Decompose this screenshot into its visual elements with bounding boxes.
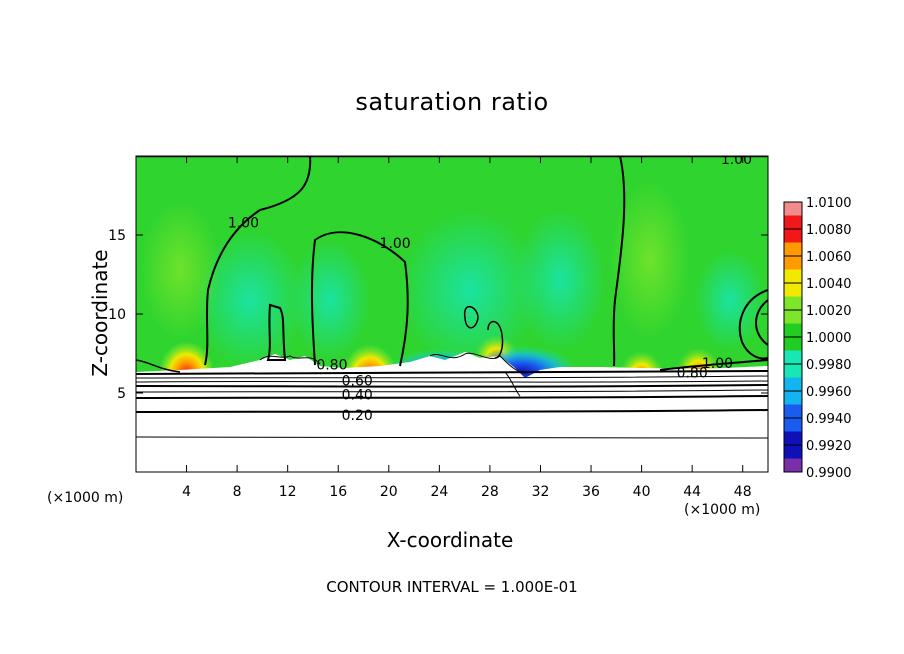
colorbar-label-0.9960: 0.9960 xyxy=(806,385,852,400)
colorbar-band xyxy=(784,202,802,216)
colorbar-label-0.9940: 0.9940 xyxy=(806,412,852,427)
supersat-region xyxy=(610,180,690,340)
moist-region xyxy=(695,250,765,350)
colorbar: 0.9900 0.9920 0.9940 0.9960 0.9980 1.0000 1.00… xyxy=(783,196,852,481)
contour-lines xyxy=(136,156,768,439)
colorbar-band xyxy=(784,242,802,256)
contour-label-2: 1.00 xyxy=(228,215,259,231)
colorbar-band xyxy=(784,310,802,324)
colorbar-band xyxy=(784,283,802,297)
contour-label-9: 0.20 xyxy=(342,408,373,424)
contour-label-6: 0.80 xyxy=(677,365,708,381)
contour-label-8: 0.40 xyxy=(342,388,373,404)
colorbar-band xyxy=(784,323,802,337)
colorbar-label-0.9980: 0.9980 xyxy=(806,358,852,373)
colorbar-band xyxy=(784,445,802,459)
colorbar-band xyxy=(784,350,802,364)
colorbar-band xyxy=(784,431,802,445)
supersat-region xyxy=(140,200,220,340)
x-unit-note-left: (×1000 m) xyxy=(47,490,124,506)
moist-region xyxy=(290,240,370,360)
colorbar-band xyxy=(784,364,802,378)
colorbar-band xyxy=(784,296,802,310)
colorbar-band xyxy=(784,337,802,351)
contour-interval-note: CONTOUR INTERVAL = 1.000E-01 xyxy=(326,578,578,596)
x-tick-label-4: 4 xyxy=(182,484,191,500)
x-axis: 4 8 12 16 20 24 28 32 36 40 44 48 xyxy=(182,156,752,500)
colorbar-band xyxy=(784,391,802,405)
y-tick-label-10: 10 xyxy=(108,307,126,323)
contour-label-1: 1.00 xyxy=(721,152,752,168)
x-tick-label-16: 16 xyxy=(329,484,347,500)
colorbar-label-1.0040: 1.0040 xyxy=(806,277,852,292)
colorbar-band xyxy=(784,418,802,432)
y-axis: 5 10 15 xyxy=(108,228,768,402)
colorbar-label-0.9920: 0.9920 xyxy=(806,439,852,454)
contour-label-5: 1.00 xyxy=(702,356,733,372)
x-tick-label-8: 8 xyxy=(233,484,242,500)
colorbar-band xyxy=(784,404,802,418)
x-unit-note-right: (×1000 m) xyxy=(684,502,761,518)
moist-region xyxy=(515,210,605,350)
contour-label-4: 0.80 xyxy=(316,358,347,374)
moist-region xyxy=(195,230,305,370)
heatmap-field: 1.001.001.000.80 1.000.800.600.400.20 xyxy=(136,152,768,472)
colorbar-band xyxy=(784,229,802,243)
colorbar-label-1.0000: 1.0000 xyxy=(806,331,852,346)
x-tick-label-40: 40 xyxy=(633,484,651,500)
colorbar-label-1.0080: 1.0080 xyxy=(806,223,852,238)
contour-label-7: 0.60 xyxy=(342,373,373,389)
colorbar-label-0.9900: 0.9900 xyxy=(806,466,852,481)
x-tick-label-20: 20 xyxy=(380,484,398,500)
x-tick-label-24: 24 xyxy=(430,484,448,500)
y-tick-label-15: 15 xyxy=(108,228,126,244)
x-tick-label-44: 44 xyxy=(683,484,701,500)
colorbar-label-1.0060: 1.0060 xyxy=(806,250,852,265)
x-tick-label-48: 48 xyxy=(734,484,752,500)
x-axis-label: X-coordinate xyxy=(386,528,514,552)
colorbar-label-1.0020: 1.0020 xyxy=(806,304,852,319)
contour-label-3: 1.00 xyxy=(380,236,411,252)
colorbar-band xyxy=(784,215,802,229)
y-tick-label-5: 5 xyxy=(117,386,126,402)
colorbar-band xyxy=(784,458,802,472)
x-tick-label-12: 12 xyxy=(279,484,297,500)
colorbar-label-1.0100: 1.0100 xyxy=(806,196,852,211)
colorbar-band xyxy=(784,377,802,391)
x-tick-label-28: 28 xyxy=(481,484,499,500)
colorbar-band xyxy=(784,269,802,283)
x-tick-label-32: 32 xyxy=(532,484,550,500)
chart-title: saturation ratio xyxy=(355,88,549,116)
colorbar-band xyxy=(784,256,802,270)
x-tick-label-36: 36 xyxy=(582,484,600,500)
